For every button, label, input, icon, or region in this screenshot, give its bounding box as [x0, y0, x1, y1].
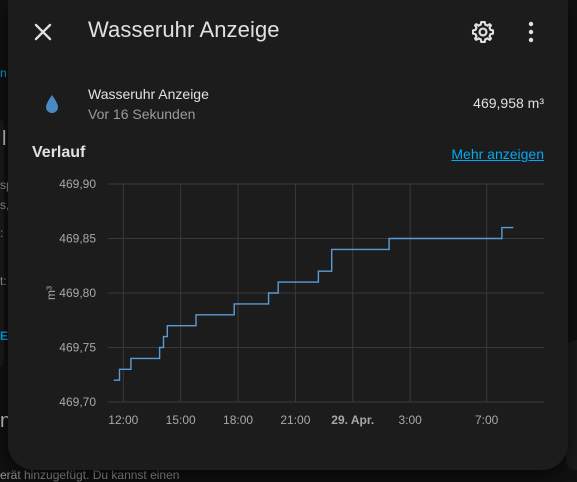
x-tick-label: 18:00: [223, 413, 253, 427]
background-card-left: [0, 118, 4, 368]
y-tick-label: 469,80: [59, 286, 96, 300]
y-tick-label: 469,70: [59, 395, 96, 409]
background-fragment: l: [2, 128, 7, 150]
dialog-header: Wasseruhr Anzeige: [8, 0, 568, 62]
entity-state-value: 469,958 m³: [473, 95, 544, 111]
x-tick-label: 29. Apr.: [331, 413, 374, 427]
series-line: [113, 226, 514, 381]
more-info-dialog: Wasseruhr Anzeige Wasseruhr Anzeige Vor …: [8, 0, 568, 470]
background-fragment: :: [0, 226, 4, 240]
y-tick-label: 469,75: [59, 341, 96, 355]
close-icon[interactable]: [30, 19, 56, 45]
history-title: Verlauf: [32, 144, 86, 161]
x-tick-label: 15:00: [166, 413, 196, 427]
dialog-title: Wasseruhr Anzeige: [88, 17, 280, 42]
x-tick-label: 3:00: [398, 413, 422, 427]
y-axis-label: m³: [44, 286, 58, 300]
entity-state-row: Wasseruhr Anzeige Vor 16 Sekunden 469,95…: [8, 76, 568, 128]
show-more-link[interactable]: Mehr anzeigen: [451, 146, 544, 162]
dots-vertical-icon[interactable]: [520, 19, 542, 45]
background-fragment: n: [0, 66, 7, 80]
background-fragment: E: [0, 329, 9, 343]
y-tick-label: 469,90: [59, 177, 96, 191]
x-tick-label: 7:00: [475, 413, 499, 427]
water-drop-icon: [46, 95, 58, 113]
history-chart: 469,90 469,85 469,80 469,75 469,70 12:00 15:00…: [44, 177, 544, 427]
x-tick-label: 21:00: [280, 413, 310, 427]
last-changed: Vor 16 Sekunden: [88, 106, 196, 122]
background-fragment: t:: [0, 274, 7, 288]
background-fragment: n: [0, 410, 12, 432]
gear-icon[interactable]: [470, 19, 496, 45]
y-tick-label: 469,85: [59, 232, 96, 246]
entity-name: Wasseruhr Anzeige: [88, 86, 209, 102]
background-card-right: [566, 340, 577, 470]
background-fragment: s,: [0, 198, 10, 212]
x-tick-label: 12:00: [108, 413, 138, 427]
background-bottom-text: erät hinzugefügt. Du kannst einen: [0, 468, 180, 482]
